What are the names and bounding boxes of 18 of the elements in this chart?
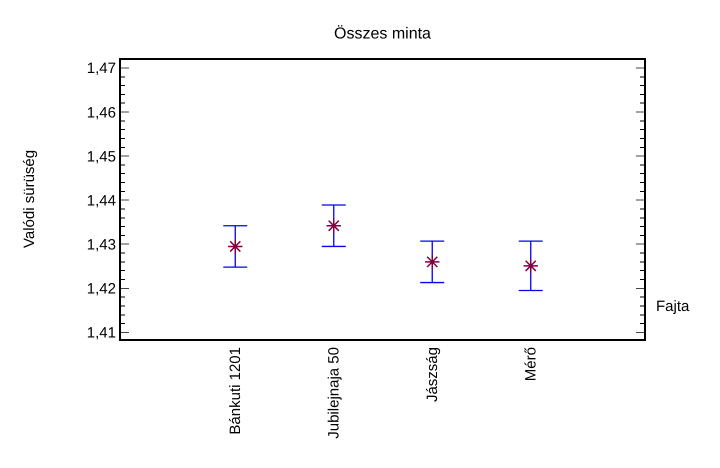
y-tick-label: 1,42 [86,280,116,298]
y-tick-label: 1,43 [86,236,116,254]
x-tick-label: Mérő [522,347,540,382]
y-tick-label: 1,46 [86,104,116,122]
y-tick-label: 1,45 [86,148,116,166]
y-tick-label: 1,44 [86,192,116,210]
point [522,258,539,274]
point [424,254,440,270]
y-axis-title: Valódi sürüség [21,150,38,248]
y-tick-label: 1,41 [86,324,116,342]
x-tick-label: Jászság [424,347,442,402]
x-tick-label: Jubilejnaja 50 [326,347,343,439]
x-axis-title: Fajta [656,298,690,315]
point [227,238,244,254]
point [326,218,342,234]
y-tick-label: 1,47 [86,60,116,78]
chart-title: Összes minta [334,24,432,42]
x-tick-label: Bánkuti 1201 [227,347,244,435]
